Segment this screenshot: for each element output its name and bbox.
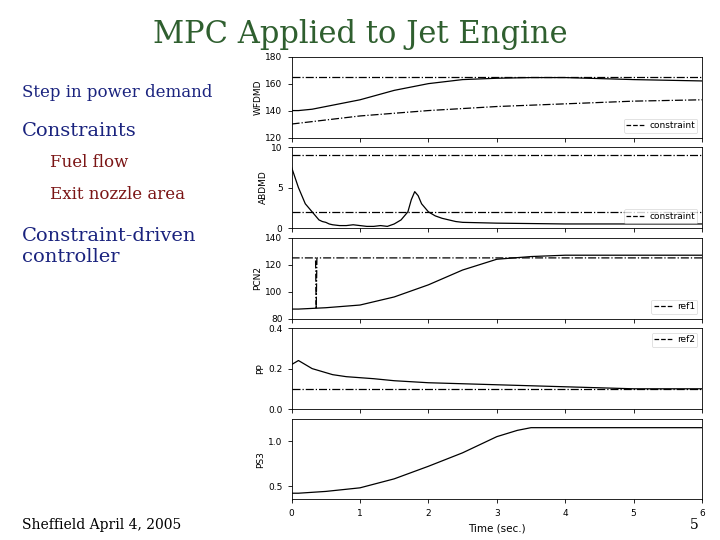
Y-axis label: PCN2: PCN2	[253, 266, 263, 290]
Legend: constraint: constraint	[624, 209, 698, 224]
X-axis label: Time (sec.): Time (sec.)	[468, 523, 526, 533]
Legend: ref2: ref2	[652, 333, 698, 347]
Y-axis label: WFDMD: WFDMD	[253, 79, 263, 115]
Legend: constraint: constraint	[624, 119, 698, 133]
Y-axis label: PS3: PS3	[256, 451, 266, 468]
Text: Sheffield April 4, 2005: Sheffield April 4, 2005	[22, 518, 181, 532]
Text: 5: 5	[690, 518, 698, 532]
Text: Constraint-driven
controller: Constraint-driven controller	[22, 227, 196, 266]
Legend: ref1: ref1	[652, 300, 698, 314]
Text: Exit nozzle area: Exit nozzle area	[50, 186, 186, 203]
Y-axis label: ABDMD: ABDMD	[259, 171, 269, 205]
Y-axis label: PP: PP	[256, 363, 266, 374]
Text: Step in power demand: Step in power demand	[22, 84, 212, 100]
Text: Fuel flow: Fuel flow	[50, 154, 129, 171]
Text: Constraints: Constraints	[22, 122, 136, 139]
Text: MPC Applied to Jet Engine: MPC Applied to Jet Engine	[153, 19, 567, 50]
